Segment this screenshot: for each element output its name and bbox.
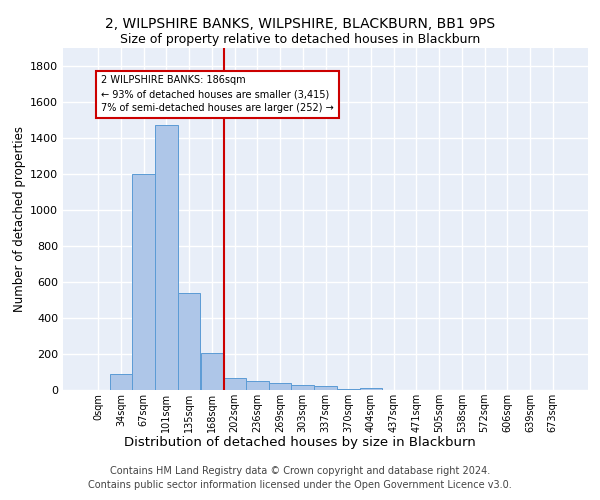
Bar bbox=[155, 125, 178, 390]
Bar bbox=[246, 381, 269, 390]
Bar bbox=[359, 388, 382, 390]
Text: Contains HM Land Registry data © Crown copyright and database right 2024.
Contai: Contains HM Land Registry data © Crown c… bbox=[88, 466, 512, 489]
Bar bbox=[337, 389, 359, 390]
Text: 2 WILPSHIRE BANKS: 186sqm
← 93% of detached houses are smaller (3,415)
7% of sem: 2 WILPSHIRE BANKS: 186sqm ← 93% of detac… bbox=[101, 76, 334, 114]
Bar bbox=[200, 353, 223, 390]
Text: 2, WILPSHIRE BANKS, WILPSHIRE, BLACKBURN, BB1 9PS: 2, WILPSHIRE BANKS, WILPSHIRE, BLACKBURN… bbox=[105, 18, 495, 32]
Bar bbox=[314, 386, 337, 390]
Bar bbox=[133, 174, 155, 390]
Text: Distribution of detached houses by size in Blackburn: Distribution of detached houses by size … bbox=[124, 436, 476, 449]
Y-axis label: Number of detached properties: Number of detached properties bbox=[13, 126, 26, 312]
Bar bbox=[292, 386, 314, 390]
Bar bbox=[178, 292, 200, 390]
Text: Size of property relative to detached houses in Blackburn: Size of property relative to detached ho… bbox=[120, 32, 480, 46]
Bar bbox=[223, 378, 246, 390]
Bar bbox=[269, 383, 292, 390]
Bar bbox=[110, 374, 133, 390]
